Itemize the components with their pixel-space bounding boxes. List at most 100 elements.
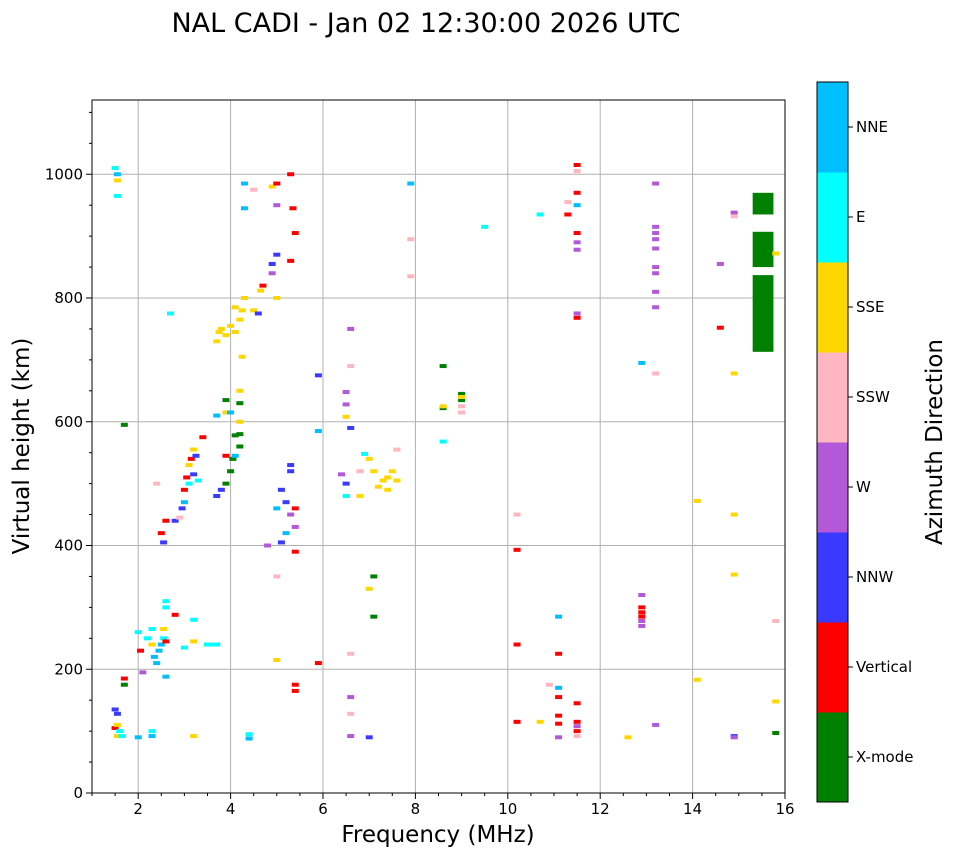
echo-point — [240, 181, 248, 186]
echo-point — [273, 296, 281, 300]
echo-point — [314, 661, 322, 666]
echo-point — [347, 734, 355, 739]
echo-point — [282, 500, 290, 505]
plot-area: 2 4 6 8 10 12 14 16 0 200 400 600 800 1000 — [45, 99, 795, 818]
echo-point — [458, 395, 466, 399]
echo-point — [573, 240, 581, 245]
colorbar: X-mode Vertical NNW W SSW SSE E NNE — [816, 81, 913, 803]
x-tick-label: 4 — [226, 800, 236, 818]
echo-point — [347, 651, 355, 656]
echo-point — [231, 453, 239, 458]
echo-point — [638, 605, 646, 610]
echo-point — [282, 531, 290, 536]
echo-point — [347, 326, 355, 331]
echo-point — [370, 574, 378, 579]
echo-point — [730, 214, 738, 219]
echo-point — [573, 190, 581, 195]
echo-point — [167, 311, 175, 316]
echo-point — [227, 469, 235, 474]
echo-point — [192, 453, 200, 458]
echo-point — [573, 247, 581, 252]
echo-point — [652, 289, 660, 294]
echo-point — [268, 261, 276, 266]
echo-point — [291, 549, 299, 554]
echo-point — [652, 181, 660, 186]
echo-point — [289, 206, 297, 211]
echo-point — [407, 181, 415, 186]
x-tick-label: 6 — [318, 800, 328, 818]
echo-point — [555, 695, 563, 700]
echo-point — [555, 614, 563, 619]
echo-point — [273, 506, 281, 511]
echo-point — [365, 586, 373, 591]
echo-point — [772, 699, 780, 704]
echo-point — [652, 371, 660, 376]
echo-point — [215, 330, 223, 335]
echo-point — [772, 730, 780, 735]
echo-point — [365, 456, 373, 461]
echo-point — [393, 447, 401, 452]
echo-point — [407, 237, 415, 242]
echo-point — [536, 719, 544, 724]
echo-point — [162, 599, 170, 604]
echo-point — [185, 463, 193, 468]
colorbar-frame — [816, 81, 849, 803]
echo-point — [356, 469, 364, 474]
echo-point — [118, 734, 126, 739]
echo-point — [268, 271, 276, 276]
echo-point — [194, 478, 202, 483]
echo-point — [573, 169, 581, 174]
echo-point — [439, 364, 447, 369]
echo-point — [439, 404, 447, 409]
echo-point — [458, 404, 466, 409]
x-tick-label: 10 — [498, 800, 517, 818]
colorbar-segment — [817, 172, 848, 263]
colorbar-tick-label: W — [856, 478, 871, 496]
echo-point — [573, 719, 581, 724]
echo-point — [162, 639, 170, 644]
chart-title: NAL CADI - Jan 02 12:30:00 2026 UTC — [171, 8, 680, 39]
echo-point — [236, 432, 244, 437]
echo-point — [314, 373, 322, 378]
y-tick-label: 800 — [54, 289, 83, 307]
echo-point — [342, 481, 350, 486]
echo-block — [752, 275, 774, 352]
echo-point — [638, 593, 646, 597]
echo-point — [342, 494, 350, 498]
echo-point — [716, 261, 724, 266]
echo-point — [190, 617, 198, 622]
echo-point — [652, 246, 660, 251]
echo-point — [361, 451, 369, 456]
echo-point — [555, 735, 563, 740]
echo-point — [236, 388, 244, 393]
echo-point — [370, 614, 378, 619]
echo-point — [347, 695, 355, 700]
echo-point — [217, 326, 225, 331]
echo-point — [190, 734, 198, 739]
echo-point — [264, 543, 272, 548]
echo-point — [254, 311, 262, 316]
echo-point — [347, 425, 355, 430]
echo-point — [236, 401, 244, 406]
echo-point — [134, 735, 142, 740]
colorbar-segment — [817, 262, 848, 353]
y-tick-label: 200 — [54, 660, 83, 678]
echo-point — [162, 674, 170, 679]
echo-point — [199, 435, 207, 440]
echo-point — [111, 726, 119, 731]
echo-point — [236, 317, 244, 322]
echo-point — [370, 469, 378, 474]
echo-point — [148, 642, 156, 647]
echo-point — [190, 472, 198, 477]
echo-point — [716, 325, 724, 330]
echo-point — [180, 500, 188, 505]
echo-point — [120, 422, 128, 427]
echo-point — [113, 711, 121, 716]
echo-point — [342, 402, 350, 407]
echo-point — [113, 722, 121, 727]
echo-point — [250, 308, 258, 313]
colorbar-tick-label: Vertical — [856, 658, 912, 676]
echo-point — [120, 676, 128, 681]
echo-point — [652, 231, 660, 236]
colorbar-tick-label: X-mode — [856, 748, 913, 766]
